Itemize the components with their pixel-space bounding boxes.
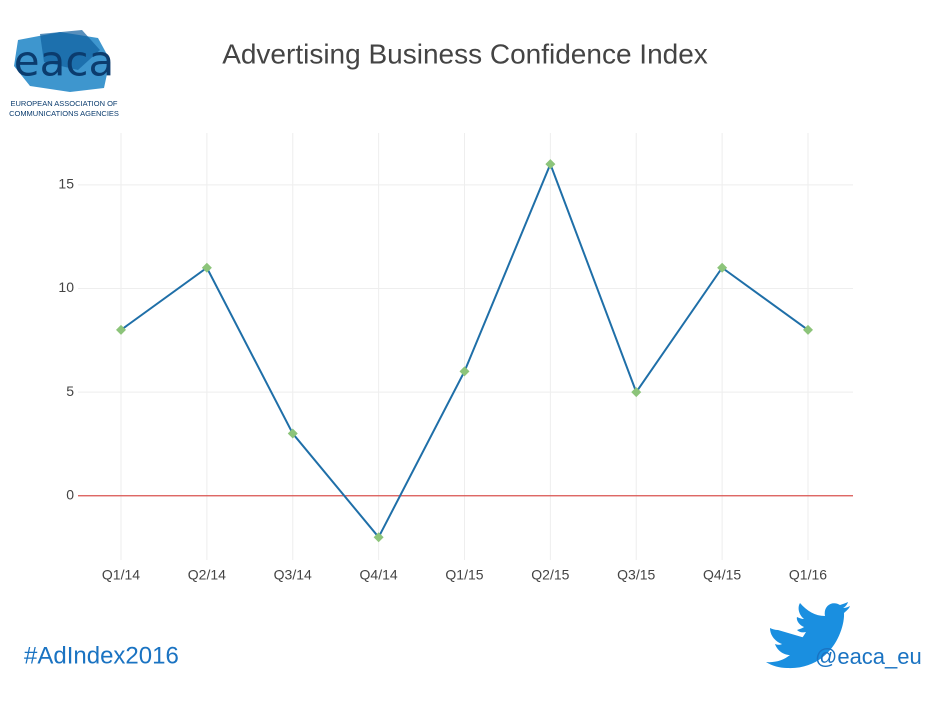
x-tick-label: Q2/15 (531, 567, 569, 583)
x-tick-label: Q3/14 (274, 567, 312, 583)
plot: 0 5 10 15 Q1/14 Q2/14 Q3/14 Q4/14 Q1/15 Q2/15 Q3/1… (58, 133, 853, 583)
marker (631, 387, 642, 398)
x-tick-label: Q1/14 (102, 567, 140, 583)
y-tick-label: 15 (58, 176, 74, 192)
marker (545, 159, 556, 170)
twitter-handle[interactable]: @eaca_eu (815, 644, 922, 669)
y-tick-label: 0 (66, 486, 74, 502)
y-tick-label: 5 (66, 383, 74, 399)
marker (373, 532, 384, 543)
marker (459, 366, 470, 377)
x-tick-label: Q3/15 (617, 567, 655, 583)
hashtag: #AdIndex2016 (24, 642, 179, 669)
marker (717, 262, 728, 273)
logo-line: COMMUNICATIONS AGENCIES (9, 109, 119, 118)
marker (201, 262, 212, 273)
twitter-bird[interactable] (766, 602, 850, 669)
y-tick-label: 10 (58, 279, 74, 295)
chart-title: Advertising Business Confidence Index (222, 38, 708, 69)
marker (803, 324, 813, 335)
logo: eaca EUROPEAN ASSOCIATION OF COMMUNICATI… (9, 30, 119, 118)
logo-splash (40, 30, 100, 70)
x-tick-label: Q1/16 (789, 567, 827, 583)
x-tick-label: Q2/14 (188, 567, 226, 583)
logo-text: eaca (14, 37, 114, 86)
x-tick-label: Q4/15 (703, 567, 741, 583)
marker (116, 324, 126, 335)
x-tick-label: Q1/15 (445, 567, 483, 583)
x-tick-label: Q4/14 (360, 567, 398, 583)
logo-line: EUROPEAN ASSOCIATION OF (11, 99, 118, 108)
marker (287, 428, 298, 439)
